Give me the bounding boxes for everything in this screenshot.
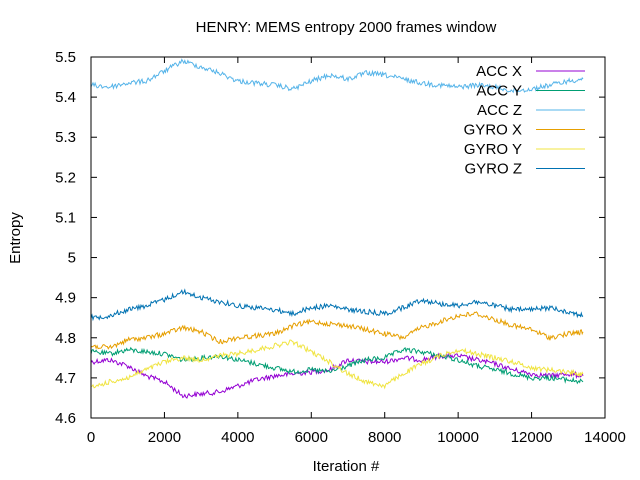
series-line-gyro-z bbox=[90, 288, 584, 322]
series-line-acc-x bbox=[90, 352, 584, 399]
y-tick-label: 5.1 bbox=[55, 209, 76, 226]
legend: ACC X ACC Y ACC Z GYRO X GYRO Y GYRO Z bbox=[464, 63, 585, 178]
series-line-acc-y bbox=[90, 346, 584, 385]
series-line-gyro-x bbox=[90, 311, 584, 350]
x-tick-label: 10000 bbox=[437, 429, 479, 446]
y-tick-label: 5.5 bbox=[55, 49, 76, 66]
x-tick-label: 2000 bbox=[148, 429, 181, 446]
y-tick-label: 4.9 bbox=[55, 290, 76, 307]
legend-label: ACC Y bbox=[476, 83, 522, 100]
y-tick-label: 4.7 bbox=[55, 370, 76, 387]
legend-label: GYRO Y bbox=[464, 141, 522, 158]
legend-label: ACC X bbox=[476, 63, 522, 80]
y-tick-label: 4.8 bbox=[55, 330, 76, 347]
y-tick-label: 5 bbox=[68, 250, 76, 267]
legend-label: GYRO X bbox=[464, 122, 522, 139]
x-axis-title: Iteration # bbox=[313, 458, 380, 475]
axis-ticks: 0 2000 4000 6000 8000 10000 12000 14000 4.6 4.7 4.… bbox=[55, 49, 626, 446]
series-line-acc-z bbox=[90, 58, 584, 94]
legend-label: GYRO Z bbox=[464, 161, 522, 178]
x-tick-label: 4000 bbox=[221, 429, 254, 446]
y-tick-label: 4.6 bbox=[55, 410, 76, 427]
y-axis-title: Entropy bbox=[7, 212, 24, 264]
series-layer bbox=[90, 58, 584, 399]
x-tick-label: 0 bbox=[87, 429, 95, 446]
y-tick-label: 5.3 bbox=[55, 129, 76, 146]
x-tick-label: 6000 bbox=[295, 429, 328, 446]
y-tick-label: 5.2 bbox=[55, 169, 76, 186]
legend-label: ACC Z bbox=[477, 102, 522, 119]
x-tick-label: 8000 bbox=[368, 429, 401, 446]
y-tick-label: 5.4 bbox=[55, 89, 76, 106]
x-tick-label: 12000 bbox=[511, 429, 553, 446]
x-tick-label: 14000 bbox=[584, 429, 626, 446]
plot-frame bbox=[90, 56, 606, 419]
series-line-gyro-y bbox=[90, 339, 584, 390]
chart-title: HENRY: MEMS entropy 2000 frames window bbox=[196, 19, 497, 36]
